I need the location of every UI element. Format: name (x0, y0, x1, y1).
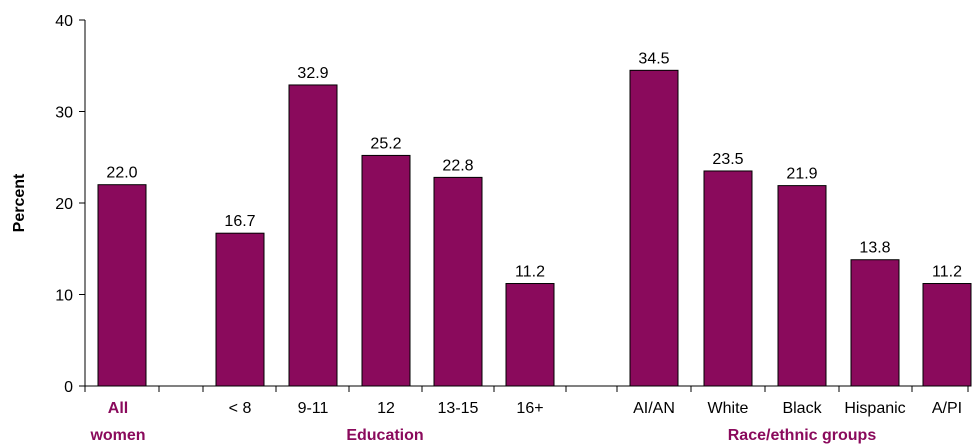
value-label: 25.2 (370, 135, 401, 152)
value-label: 22.0 (106, 165, 137, 182)
value-label: 21.9 (786, 166, 817, 183)
bar (215, 232, 265, 387)
value-label: 34.5 (638, 50, 669, 67)
value-label: 22.8 (442, 157, 473, 174)
category-label: Black (782, 400, 822, 417)
bar (361, 154, 411, 387)
bar (850, 259, 900, 387)
labels: 22.0 16.7 < 8 32.9 9-11 25.2 12 22.8 13-15 11.2 16… (89, 50, 962, 444)
y-tick-label: 40 (55, 13, 73, 30)
y-tick-label: 30 (55, 105, 73, 122)
bar (703, 170, 753, 387)
bar (97, 184, 147, 387)
group-label-all-women: All (108, 400, 128, 417)
y-tick-label: 10 (55, 288, 73, 305)
category-label: White (708, 400, 749, 417)
bar (629, 69, 679, 387)
category-label: Hispanic (844, 400, 905, 417)
bar (505, 283, 555, 387)
group-label: Education (346, 427, 423, 444)
value-label: 32.9 (297, 65, 328, 82)
y-axis-title: Percent (11, 173, 28, 232)
bar (433, 176, 483, 387)
category-label: 9-11 (298, 400, 329, 417)
value-label: 23.5 (712, 151, 743, 168)
category-label: A/PI (932, 400, 962, 417)
value-label: 11.2 (932, 264, 962, 281)
bar (922, 283, 972, 387)
bars (97, 69, 972, 387)
value-label: 16.7 (224, 213, 255, 230)
value-label: 13.8 (859, 240, 890, 257)
category-label: AI/AN (633, 400, 675, 417)
group-label-all-women: women (89, 427, 145, 444)
bar (288, 84, 338, 387)
group-label: Race/ethnic groups (728, 427, 877, 444)
y-tick-label: 0 (64, 379, 73, 396)
category-label: < 8 (229, 400, 252, 417)
category-label: 16+ (516, 400, 543, 417)
bar (777, 185, 827, 387)
category-label: 13-15 (438, 400, 479, 417)
y-tick-label: 20 (55, 196, 73, 213)
value-label: 11.2 (515, 264, 545, 281)
category-label: 12 (377, 400, 395, 417)
